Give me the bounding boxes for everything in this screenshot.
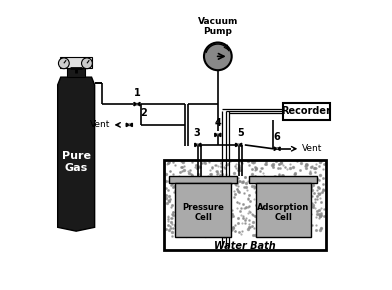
Circle shape: [128, 124, 130, 126]
Bar: [283, 103, 330, 119]
Text: 6: 6: [274, 132, 281, 142]
Polygon shape: [198, 143, 201, 147]
Text: Recorder: Recorder: [281, 106, 331, 116]
Polygon shape: [218, 133, 221, 137]
Bar: [256, 183, 311, 237]
Text: 4: 4: [214, 118, 221, 128]
Circle shape: [204, 43, 232, 70]
Circle shape: [58, 58, 69, 69]
Polygon shape: [58, 77, 94, 231]
Circle shape: [217, 134, 219, 136]
Text: 3: 3: [193, 128, 200, 138]
Text: Vacuum
Pump: Vacuum Pump: [198, 17, 238, 36]
Polygon shape: [126, 123, 129, 126]
Text: 2: 2: [140, 108, 147, 118]
Polygon shape: [134, 102, 137, 106]
Text: Adsorption
Cell: Adsorption Cell: [257, 203, 309, 222]
Bar: [67, 68, 85, 77]
Circle shape: [197, 144, 199, 146]
Polygon shape: [274, 147, 277, 151]
Polygon shape: [277, 147, 280, 151]
Polygon shape: [239, 143, 242, 147]
Circle shape: [276, 148, 278, 150]
Polygon shape: [129, 123, 132, 126]
Bar: [169, 176, 237, 183]
Text: Vent: Vent: [302, 144, 322, 153]
Circle shape: [136, 103, 138, 105]
Polygon shape: [195, 143, 198, 147]
Polygon shape: [137, 102, 140, 106]
Text: 5: 5: [237, 128, 243, 138]
Circle shape: [238, 144, 240, 146]
Bar: [176, 183, 231, 237]
Bar: [249, 176, 317, 183]
Polygon shape: [236, 143, 239, 147]
Bar: [60, 57, 93, 68]
Polygon shape: [215, 133, 218, 137]
Text: Pressure
Cell: Pressure Cell: [182, 203, 224, 222]
Text: Water Bath: Water Bath: [214, 241, 276, 251]
Text: Vent: Vent: [90, 120, 110, 129]
Circle shape: [82, 58, 93, 69]
Text: Pure
Gas: Pure Gas: [62, 151, 91, 173]
Text: 1: 1: [134, 88, 140, 98]
Bar: [164, 160, 326, 250]
